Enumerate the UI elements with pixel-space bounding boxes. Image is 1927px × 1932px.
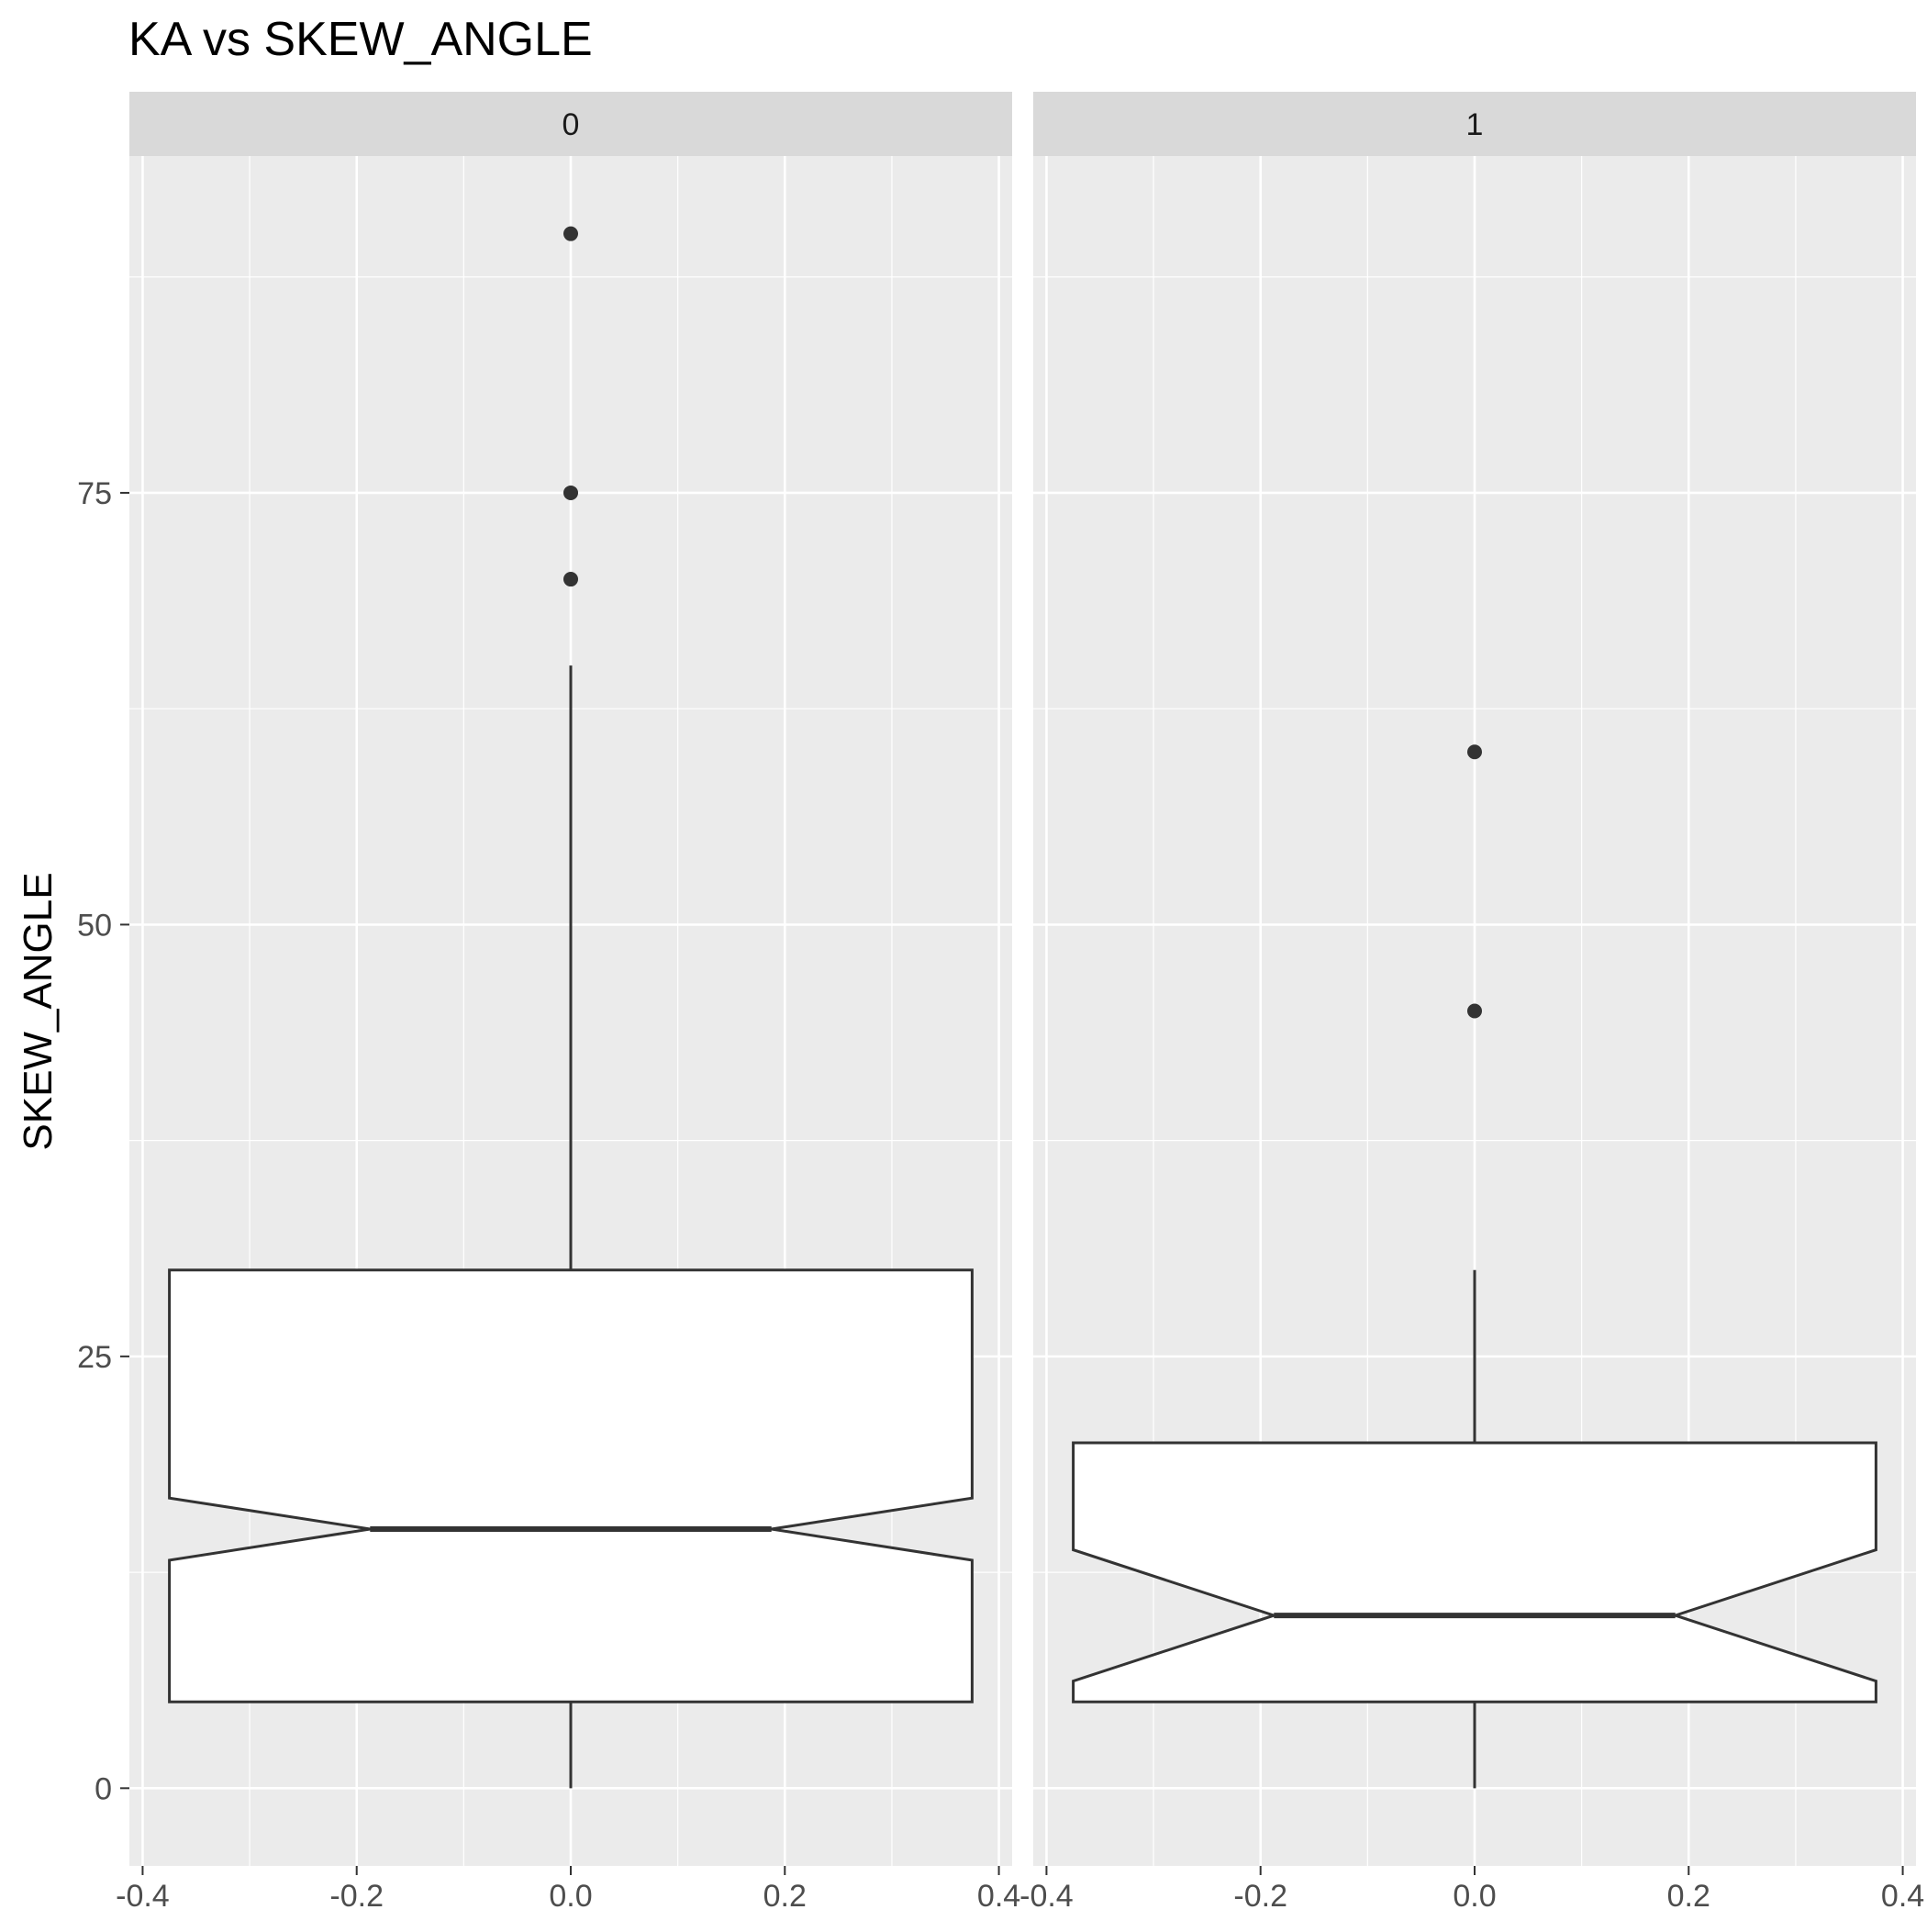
x-tick-label: 0.2 (763, 1879, 807, 1914)
x-tick-label: 0.4 (977, 1879, 1020, 1914)
facet-panel-0: 0 -0.4 -0.2 0.0 0.2 0.4 (116, 92, 1020, 1914)
x-tick-label: -0.2 (1233, 1879, 1287, 1914)
x-tick-label: -0.2 (329, 1879, 384, 1914)
x-tick-label: 0.2 (1667, 1879, 1710, 1914)
x-tick-label: 0.0 (549, 1879, 592, 1914)
y-tick-label: 75 (77, 476, 112, 511)
outlier-point (563, 572, 578, 587)
x-tick-label: 0.4 (1881, 1879, 1924, 1914)
outlier-point (563, 485, 578, 500)
facet-strip-label: 0 (563, 107, 580, 142)
outlier-point (1467, 744, 1482, 760)
x-tick-label: -0.4 (116, 1879, 170, 1914)
facet-strip (1033, 92, 1916, 156)
chart-title: KA vs SKEW_ANGLE (128, 13, 593, 66)
facet-strip-label: 1 (1466, 107, 1484, 142)
y-tick-label: 0 (95, 1771, 112, 1806)
facet-strip (129, 92, 1012, 156)
y-tick-label: 50 (77, 908, 112, 943)
x-tick-label: -0.4 (1019, 1879, 1074, 1914)
facet-panels: 0 25 50 75 0 -0.4 -0.2 0.0 0.2 0.4 1 -0.4 -0.2 0.0 0.2… (77, 92, 1924, 1914)
facet-panel-1: 1 -0.4 -0.2 0.0 0.2 0.4 (1019, 92, 1924, 1914)
outlier-point (1467, 1003, 1482, 1019)
y-axis-title: SKEW_ANGLE (16, 872, 61, 1150)
notched-box (168, 1268, 974, 1703)
x-tick-label: 0.0 (1453, 1879, 1496, 1914)
y-tick-label: 25 (77, 1340, 112, 1375)
notched-box (1072, 1441, 1877, 1703)
outlier-point (563, 226, 578, 241)
